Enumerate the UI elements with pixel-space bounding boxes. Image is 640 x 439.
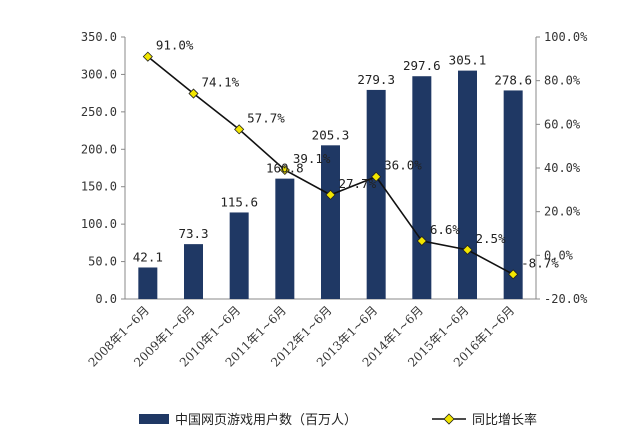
- bar-value-label: 297.6: [403, 58, 441, 73]
- bar-value-label: 115.6: [220, 194, 258, 209]
- growth-value-label: -8.7%: [521, 255, 559, 270]
- y-left-tick-label: 50.0: [88, 255, 117, 269]
- growth-value-label: 6.6%: [430, 222, 461, 237]
- legend-line-label: 同比增长率: [472, 412, 537, 428]
- growth-point: [279, 164, 290, 176]
- growth-value-label: 74.1%: [202, 75, 240, 90]
- line-series: [142, 51, 519, 280]
- y-left-tick-label: 350.0: [81, 30, 117, 44]
- growth-point: [371, 171, 382, 182]
- bar: [275, 178, 295, 299]
- bar: [503, 90, 523, 299]
- bar-value-label: 205.3: [312, 127, 350, 142]
- data-labels: 42.1 73.3 115.6 160.8 205.3 279.3 297.6 305.1 27…: [133, 38, 559, 271]
- bar: [229, 212, 249, 299]
- bar: [366, 89, 386, 299]
- y-right-tick-label: 80.0%: [544, 74, 581, 88]
- growth-value-label: 2.5%: [476, 231, 507, 246]
- legend-bar-swatch: [139, 414, 169, 424]
- growth-point: [508, 269, 519, 280]
- growth-value-label: 27.7%: [339, 176, 377, 191]
- growth-point: [142, 51, 153, 62]
- y-right-tick-label: 60.0%: [544, 117, 581, 131]
- growth-point: [188, 88, 199, 99]
- y-left-tick-label: 250.0: [81, 105, 117, 119]
- bar-value-label: 42.1: [133, 249, 163, 264]
- bar: [138, 267, 158, 299]
- y-left-tick-label: 0.0: [95, 292, 117, 306]
- y-right-tick-label: 0.0%: [544, 248, 574, 262]
- bar-series: [138, 70, 523, 299]
- bar: [458, 70, 477, 299]
- growth-value-label: 57.7%: [247, 110, 285, 125]
- growth-point: [234, 124, 245, 135]
- legend: 中国网页游戏用户数（百万人） 同比增长率: [139, 412, 537, 428]
- y-left-tick-label: 200.0: [81, 142, 117, 156]
- growth-value-label: 39.1%: [293, 151, 331, 166]
- y-left-tick-label: 300.0: [81, 67, 117, 81]
- bar-value-label: 278.6: [494, 72, 532, 87]
- bar-value-label: 160.8: [266, 161, 304, 176]
- growth-value-label: 36.0%: [384, 158, 422, 173]
- y-right-tick-label: 100.0%: [544, 30, 588, 44]
- bar-value-label: 73.3: [178, 226, 208, 241]
- legend-line-marker: [443, 413, 455, 425]
- y-right-tick-label: 20.0%: [544, 205, 581, 219]
- y-right-tick-label: 40.0%: [544, 161, 581, 175]
- y-left-tick-label: 150.0: [81, 180, 117, 194]
- legend-bar-label: 中国网页游戏用户数（百万人）: [175, 412, 357, 428]
- y-left-tick-label: 100.0: [81, 217, 117, 231]
- growth-point: [325, 189, 336, 200]
- bar: [184, 244, 203, 299]
- bar-value-label: 305.1: [449, 53, 487, 68]
- growth-point: [416, 235, 427, 246]
- growth-value-label: 91.0%: [156, 38, 194, 53]
- y-right-tick-label: -20.0%: [544, 292, 588, 306]
- bar: [321, 145, 340, 299]
- bar-value-label: 279.3: [357, 72, 395, 87]
- bar: [412, 76, 432, 299]
- growth-point: [462, 244, 473, 255]
